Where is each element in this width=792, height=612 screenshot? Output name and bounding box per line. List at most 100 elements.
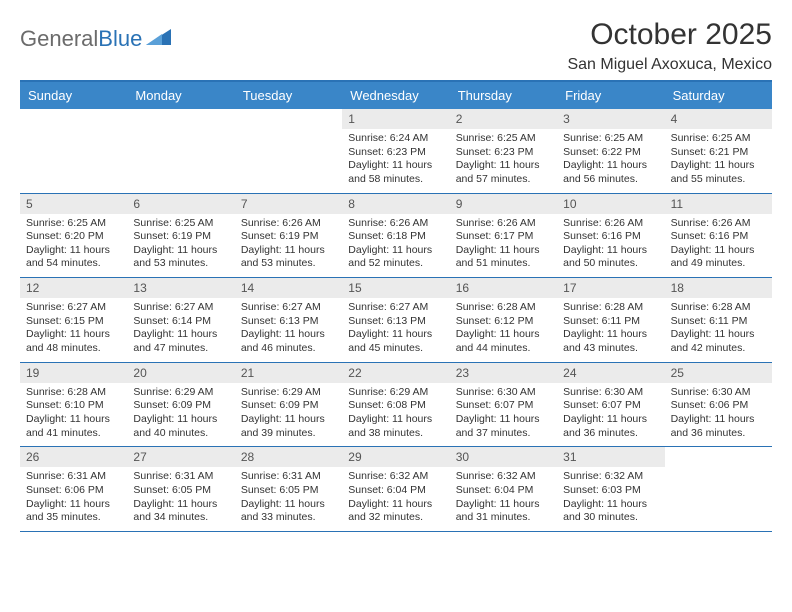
- day-number: 10: [557, 194, 664, 214]
- day-cell: 7Sunrise: 6:26 AMSunset: 6:19 PMDaylight…: [235, 194, 342, 278]
- day-cell: 2Sunrise: 6:25 AMSunset: 6:23 PMDaylight…: [450, 109, 557, 193]
- day-data: Sunrise: 6:25 AMSunset: 6:22 PMDaylight:…: [557, 129, 664, 193]
- week-row: 19Sunrise: 6:28 AMSunset: 6:10 PMDayligh…: [20, 363, 772, 448]
- day-data: Sunrise: 6:26 AMSunset: 6:18 PMDaylight:…: [342, 214, 449, 278]
- day-number: 27: [127, 447, 234, 467]
- day-number: 12: [20, 278, 127, 298]
- empty-cell: [665, 447, 772, 531]
- day-number: 6: [127, 194, 234, 214]
- day-data: Sunrise: 6:27 AMSunset: 6:13 PMDaylight:…: [342, 298, 449, 362]
- day-data: Sunrise: 6:27 AMSunset: 6:15 PMDaylight:…: [20, 298, 127, 362]
- day-cell: 27Sunrise: 6:31 AMSunset: 6:05 PMDayligh…: [127, 447, 234, 531]
- week-row: 1Sunrise: 6:24 AMSunset: 6:23 PMDaylight…: [20, 109, 772, 194]
- day-number: 22: [342, 363, 449, 383]
- empty-cell: [235, 109, 342, 193]
- day-cell: 10Sunrise: 6:26 AMSunset: 6:16 PMDayligh…: [557, 194, 664, 278]
- day-cell: 16Sunrise: 6:28 AMSunset: 6:12 PMDayligh…: [450, 278, 557, 362]
- header: GeneralBlue October 2025 San Miguel Axox…: [20, 18, 772, 74]
- day-data: Sunrise: 6:28 AMSunset: 6:11 PMDaylight:…: [665, 298, 772, 362]
- day-header: Monday: [127, 82, 234, 109]
- day-cell: 25Sunrise: 6:30 AMSunset: 6:06 PMDayligh…: [665, 363, 772, 447]
- day-number: 23: [450, 363, 557, 383]
- day-number: 14: [235, 278, 342, 298]
- day-cell: 4Sunrise: 6:25 AMSunset: 6:21 PMDaylight…: [665, 109, 772, 193]
- day-data: Sunrise: 6:31 AMSunset: 6:05 PMDaylight:…: [235, 467, 342, 531]
- day-header: Friday: [557, 82, 664, 109]
- day-number: 24: [557, 363, 664, 383]
- day-number: 19: [20, 363, 127, 383]
- empty-cell: [127, 109, 234, 193]
- logo-text: GeneralBlue: [20, 26, 142, 52]
- day-number: 31: [557, 447, 664, 467]
- day-cell: 11Sunrise: 6:26 AMSunset: 6:16 PMDayligh…: [665, 194, 772, 278]
- empty-cell: [20, 109, 127, 193]
- day-cell: 17Sunrise: 6:28 AMSunset: 6:11 PMDayligh…: [557, 278, 664, 362]
- week-row: 5Sunrise: 6:25 AMSunset: 6:20 PMDaylight…: [20, 194, 772, 279]
- day-data: Sunrise: 6:26 AMSunset: 6:16 PMDaylight:…: [557, 214, 664, 278]
- day-data: Sunrise: 6:25 AMSunset: 6:19 PMDaylight:…: [127, 214, 234, 278]
- day-cell: 12Sunrise: 6:27 AMSunset: 6:15 PMDayligh…: [20, 278, 127, 362]
- day-cell: 20Sunrise: 6:29 AMSunset: 6:09 PMDayligh…: [127, 363, 234, 447]
- week-row: 12Sunrise: 6:27 AMSunset: 6:15 PMDayligh…: [20, 278, 772, 363]
- day-data: Sunrise: 6:32 AMSunset: 6:04 PMDaylight:…: [342, 467, 449, 531]
- day-cell: 22Sunrise: 6:29 AMSunset: 6:08 PMDayligh…: [342, 363, 449, 447]
- month-title: October 2025: [567, 18, 772, 52]
- day-number: 17: [557, 278, 664, 298]
- day-number: 21: [235, 363, 342, 383]
- day-cell: 8Sunrise: 6:26 AMSunset: 6:18 PMDaylight…: [342, 194, 449, 278]
- day-cell: 18Sunrise: 6:28 AMSunset: 6:11 PMDayligh…: [665, 278, 772, 362]
- day-number: 13: [127, 278, 234, 298]
- day-data: Sunrise: 6:32 AMSunset: 6:04 PMDaylight:…: [450, 467, 557, 531]
- day-cell: 9Sunrise: 6:26 AMSunset: 6:17 PMDaylight…: [450, 194, 557, 278]
- day-header: Saturday: [665, 82, 772, 109]
- day-number: 20: [127, 363, 234, 383]
- day-header: Tuesday: [235, 82, 342, 109]
- day-number: 30: [450, 447, 557, 467]
- day-number: 29: [342, 447, 449, 467]
- day-data: Sunrise: 6:25 AMSunset: 6:21 PMDaylight:…: [665, 129, 772, 193]
- day-header: Sunday: [20, 82, 127, 109]
- day-data: Sunrise: 6:29 AMSunset: 6:09 PMDaylight:…: [235, 383, 342, 447]
- day-number: 16: [450, 278, 557, 298]
- day-data: Sunrise: 6:26 AMSunset: 6:19 PMDaylight:…: [235, 214, 342, 278]
- day-cell: 5Sunrise: 6:25 AMSunset: 6:20 PMDaylight…: [20, 194, 127, 278]
- day-data: Sunrise: 6:30 AMSunset: 6:06 PMDaylight:…: [665, 383, 772, 447]
- title-block: October 2025 San Miguel Axoxuca, Mexico: [567, 18, 772, 74]
- day-data: Sunrise: 6:32 AMSunset: 6:03 PMDaylight:…: [557, 467, 664, 531]
- day-data: Sunrise: 6:25 AMSunset: 6:20 PMDaylight:…: [20, 214, 127, 278]
- day-cell: 6Sunrise: 6:25 AMSunset: 6:19 PMDaylight…: [127, 194, 234, 278]
- logo-part1: General: [20, 26, 98, 51]
- day-cell: 1Sunrise: 6:24 AMSunset: 6:23 PMDaylight…: [342, 109, 449, 193]
- day-number: 1: [342, 109, 449, 129]
- logo-triangle-icon: [146, 28, 172, 51]
- day-number: 26: [20, 447, 127, 467]
- day-data: Sunrise: 6:30 AMSunset: 6:07 PMDaylight:…: [450, 383, 557, 447]
- day-number: 4: [665, 109, 772, 129]
- day-data: Sunrise: 6:31 AMSunset: 6:05 PMDaylight:…: [127, 467, 234, 531]
- day-number: 28: [235, 447, 342, 467]
- logo: GeneralBlue: [20, 18, 172, 52]
- day-data: Sunrise: 6:26 AMSunset: 6:16 PMDaylight:…: [665, 214, 772, 278]
- day-number: 3: [557, 109, 664, 129]
- day-number: 11: [665, 194, 772, 214]
- day-data: Sunrise: 6:28 AMSunset: 6:10 PMDaylight:…: [20, 383, 127, 447]
- day-cell: 28Sunrise: 6:31 AMSunset: 6:05 PMDayligh…: [235, 447, 342, 531]
- day-cell: 14Sunrise: 6:27 AMSunset: 6:13 PMDayligh…: [235, 278, 342, 362]
- day-data: Sunrise: 6:30 AMSunset: 6:07 PMDaylight:…: [557, 383, 664, 447]
- day-number: 25: [665, 363, 772, 383]
- location: San Miguel Axoxuca, Mexico: [567, 56, 772, 74]
- day-number: 5: [20, 194, 127, 214]
- day-number: 18: [665, 278, 772, 298]
- calendar-body: 1Sunrise: 6:24 AMSunset: 6:23 PMDaylight…: [20, 109, 772, 532]
- day-data: Sunrise: 6:24 AMSunset: 6:23 PMDaylight:…: [342, 129, 449, 193]
- day-cell: 13Sunrise: 6:27 AMSunset: 6:14 PMDayligh…: [127, 278, 234, 362]
- day-cell: 15Sunrise: 6:27 AMSunset: 6:13 PMDayligh…: [342, 278, 449, 362]
- day-header: Wednesday: [342, 82, 449, 109]
- day-data: Sunrise: 6:26 AMSunset: 6:17 PMDaylight:…: [450, 214, 557, 278]
- day-data: Sunrise: 6:29 AMSunset: 6:09 PMDaylight:…: [127, 383, 234, 447]
- day-header-row: Sunday Monday Tuesday Wednesday Thursday…: [20, 82, 772, 109]
- day-cell: 26Sunrise: 6:31 AMSunset: 6:06 PMDayligh…: [20, 447, 127, 531]
- day-number: 7: [235, 194, 342, 214]
- day-data: Sunrise: 6:27 AMSunset: 6:13 PMDaylight:…: [235, 298, 342, 362]
- day-data: Sunrise: 6:28 AMSunset: 6:12 PMDaylight:…: [450, 298, 557, 362]
